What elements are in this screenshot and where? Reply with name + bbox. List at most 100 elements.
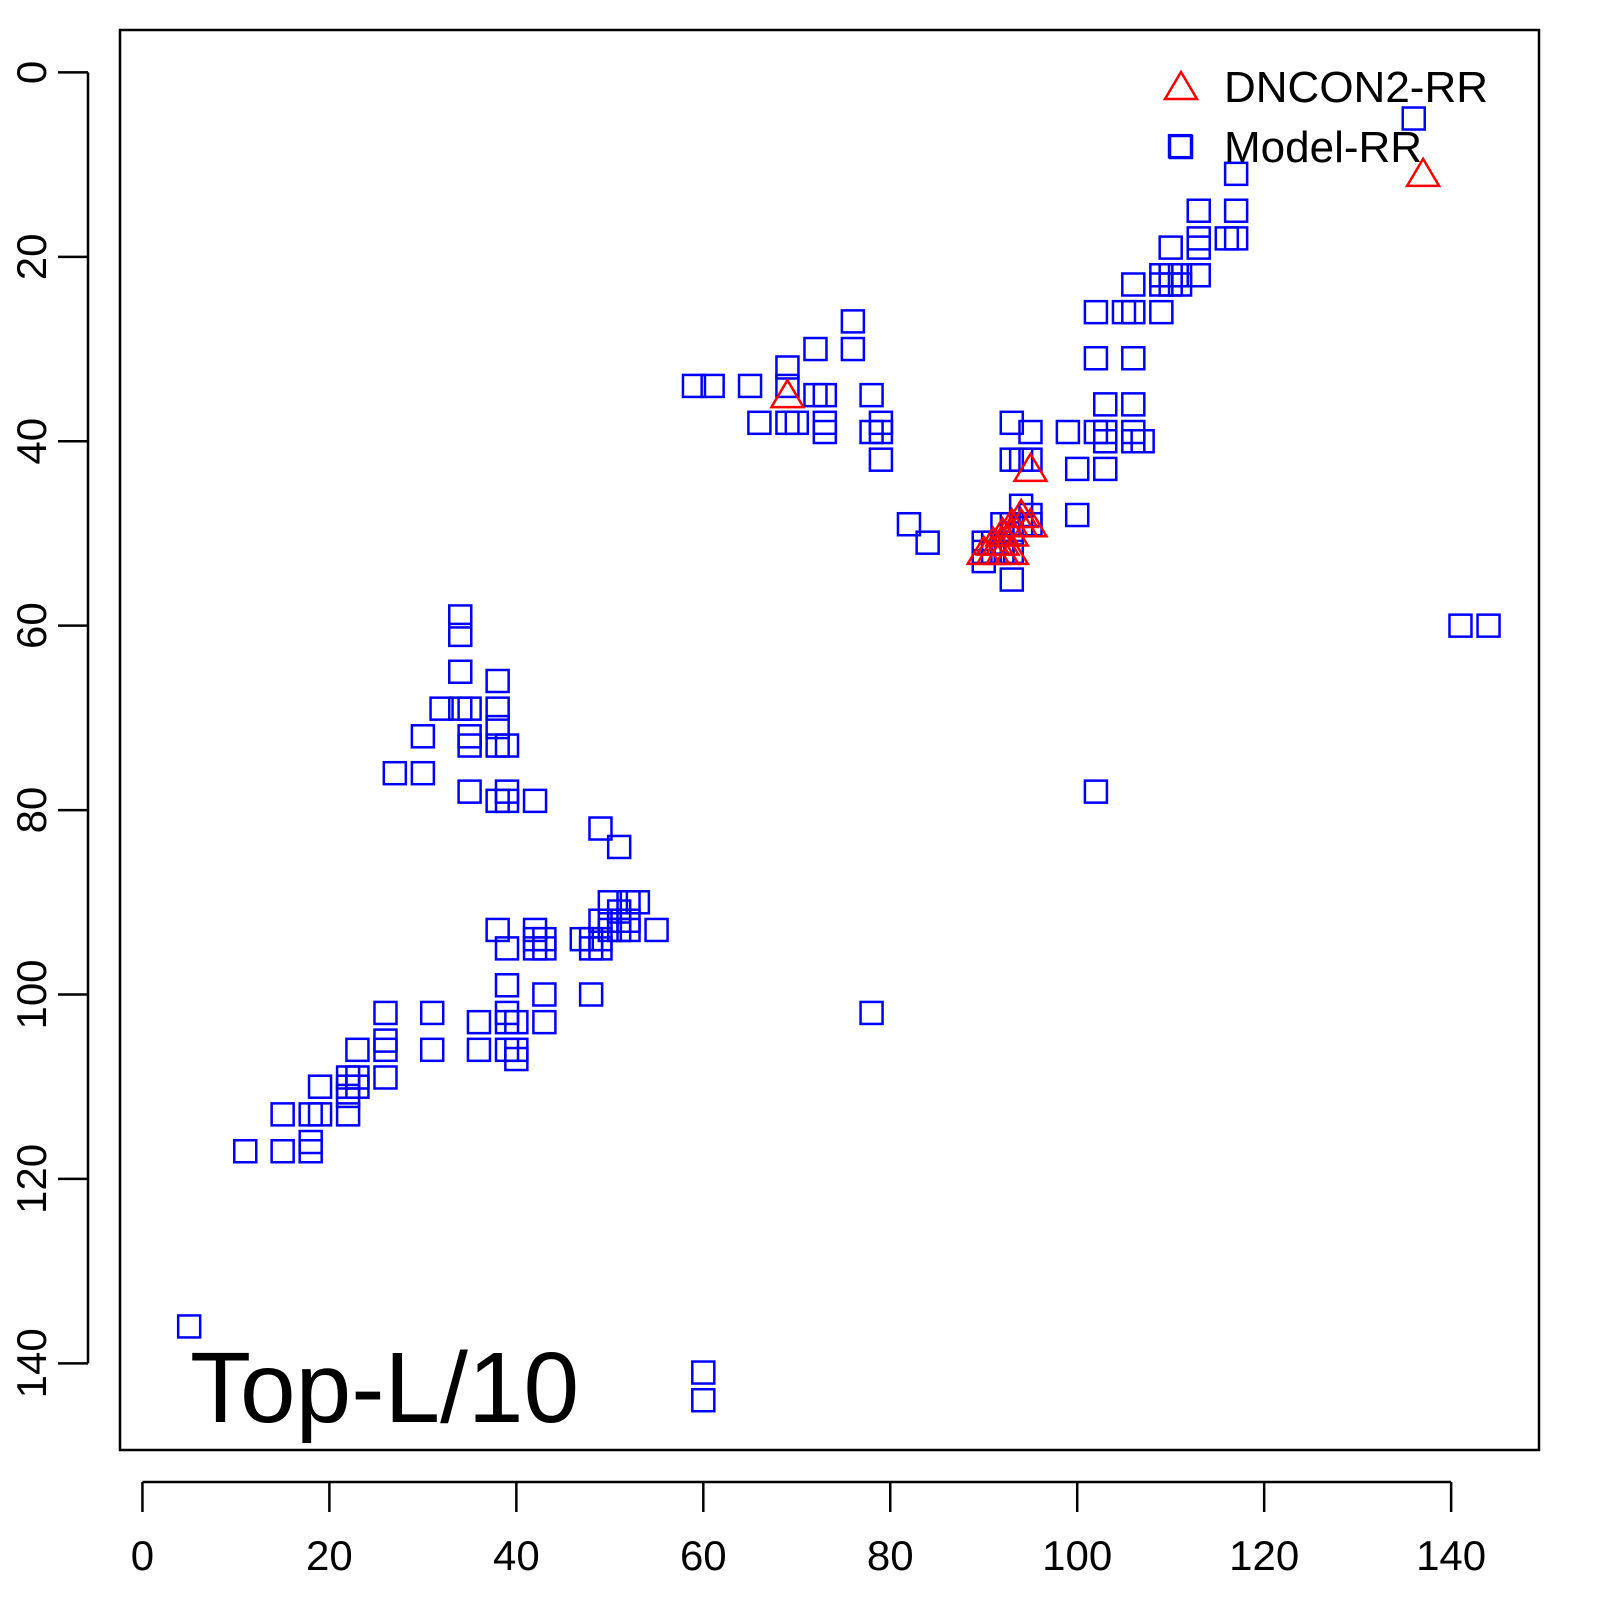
square-marker (1093, 392, 1118, 417)
square-marker (373, 1037, 398, 1063)
square-marker (747, 410, 772, 436)
y-tick-label: 120 (8, 1144, 55, 1214)
x-tick-label: 0 (131, 1532, 154, 1579)
square-marker (307, 1102, 333, 1127)
x-tick-label: 140 (1416, 1532, 1486, 1579)
triangle-marker (1404, 156, 1442, 188)
square-marker (419, 1000, 445, 1026)
square-marker (681, 373, 707, 399)
square-marker (737, 373, 763, 399)
square-marker (1064, 456, 1090, 482)
square-marker (1130, 428, 1155, 454)
square-marker (691, 1387, 716, 1413)
legend-triangle-marker (1162, 69, 1200, 101)
square-marker (373, 1000, 398, 1026)
square-marker (896, 511, 922, 537)
square-marker (373, 1065, 398, 1090)
square-marker (803, 382, 828, 408)
square-marker (588, 908, 613, 933)
square-marker (859, 419, 884, 445)
square-marker (410, 724, 436, 749)
x-tick-label: 80 (867, 1532, 914, 1579)
square-marker (1055, 419, 1081, 445)
square-marker (1018, 419, 1043, 445)
square-marker (1111, 299, 1137, 325)
square-marker (494, 779, 520, 804)
square-marker (457, 724, 482, 749)
square-marker (597, 890, 623, 915)
square-marker (466, 1037, 492, 1063)
square-marker (812, 419, 838, 445)
square-marker (859, 1000, 884, 1026)
square-marker (1121, 346, 1146, 371)
square-marker (700, 373, 725, 399)
square-marker (457, 696, 482, 721)
square-marker (485, 917, 510, 943)
square-marker (522, 788, 548, 814)
square-marker (1167, 133, 1193, 159)
triangle-marker (1012, 451, 1049, 483)
square-marker (1008, 493, 1034, 519)
y-tick-label: 80 (8, 787, 55, 834)
triangle-marker (993, 534, 1030, 566)
y-tick-label: 140 (8, 1328, 55, 1398)
x-tick-label: 60 (680, 1532, 727, 1579)
square-marker (588, 936, 613, 961)
square-marker (532, 982, 557, 1007)
square-marker (1093, 428, 1118, 454)
square-marker (803, 336, 828, 362)
square-marker (868, 410, 894, 436)
square-marker (1083, 346, 1109, 371)
square-marker (419, 1037, 445, 1063)
square-marker (1476, 613, 1501, 638)
square-marker (588, 816, 613, 841)
square-marker (999, 567, 1025, 592)
square-marker (410, 760, 436, 786)
square-marker (1186, 198, 1211, 223)
square-marker (233, 1138, 258, 1164)
y-tick-label: 60 (8, 602, 55, 649)
square-marker (485, 668, 510, 694)
square-marker (1121, 392, 1146, 417)
square-marker (494, 733, 520, 758)
y-tick-label: 20 (8, 233, 55, 280)
x-axis: 0 20 40 60 80 100 120 140 (131, 1480, 1486, 1579)
square-marker (1223, 198, 1249, 223)
square-marker (1121, 419, 1146, 445)
square-marker (494, 936, 520, 961)
y-tick-label: 0 (8, 61, 55, 84)
square-marker (298, 1102, 323, 1127)
square-marker (775, 410, 800, 436)
x-tick-label: 100 (1042, 1532, 1112, 1579)
square-marker (1158, 235, 1183, 260)
square-marker (504, 1046, 529, 1072)
square-marker (971, 548, 996, 574)
square-marker (448, 659, 473, 685)
square-marker (784, 410, 810, 436)
square-marker (307, 1074, 333, 1099)
square-marker (859, 382, 884, 408)
square-marker (616, 917, 641, 943)
square-marker (1121, 272, 1146, 297)
square-marker (1214, 226, 1240, 251)
square-marker (1186, 235, 1211, 260)
series-layer (176, 106, 1501, 1413)
square-marker (532, 936, 557, 961)
square-marker (532, 926, 557, 952)
square-marker (691, 1360, 716, 1385)
square-marker (1083, 419, 1109, 445)
x-tick-label: 120 (1229, 1532, 1299, 1579)
square-marker (578, 982, 604, 1007)
square-marker (522, 926, 548, 952)
square-marker (448, 622, 473, 648)
square-marker (625, 890, 651, 915)
square-marker (1167, 272, 1193, 297)
triangle-marker (965, 534, 1002, 566)
square-marker (840, 336, 866, 362)
square-marker (494, 1037, 520, 1063)
square-marker (868, 447, 894, 472)
square-marker (1186, 263, 1211, 288)
square-marker (812, 410, 838, 436)
square-marker (1149, 299, 1174, 325)
